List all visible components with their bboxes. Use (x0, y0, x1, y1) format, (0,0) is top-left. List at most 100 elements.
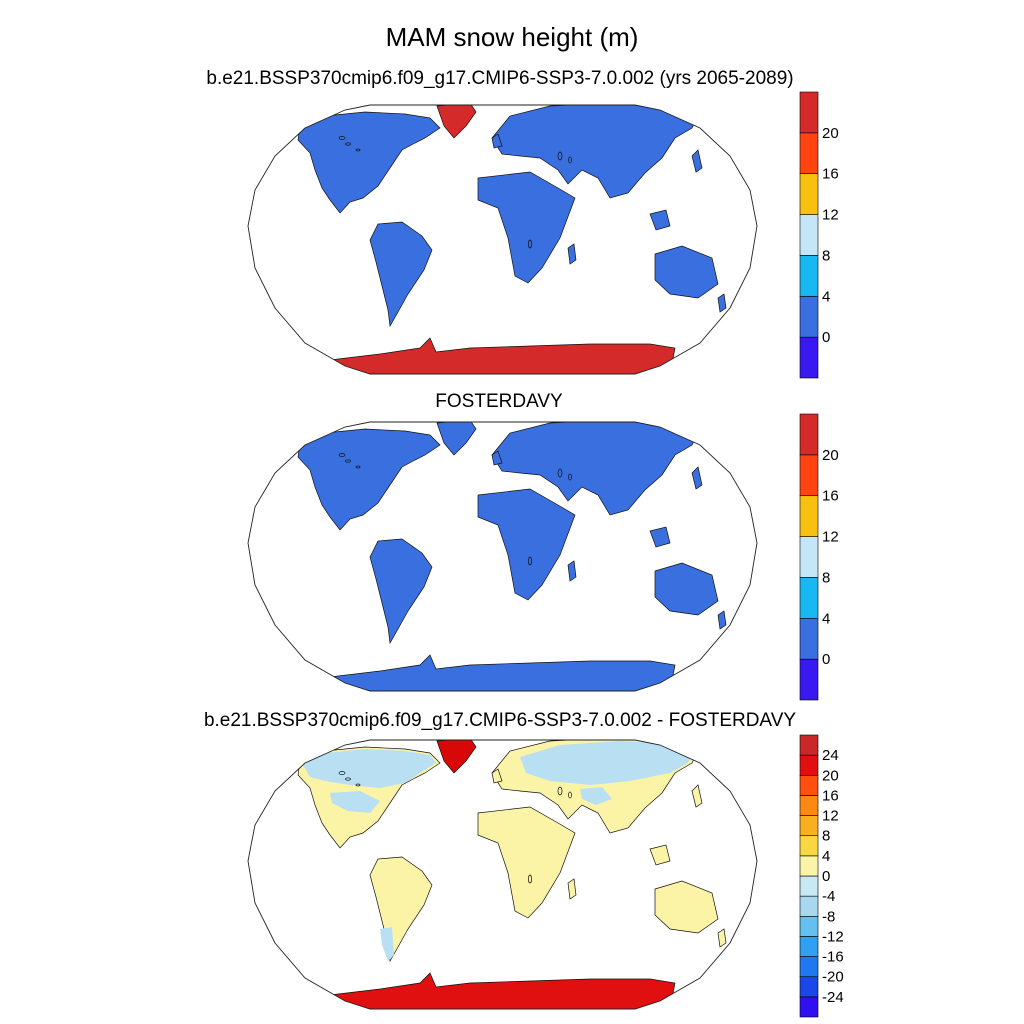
lake-outline (557, 151, 563, 161)
colorbar-tick-label: 8 (822, 828, 830, 845)
colorbar-tick-label: -16 (822, 949, 844, 966)
colorbar-tick-label: -8 (822, 908, 835, 925)
australia-region (654, 245, 719, 299)
andes-snow-band (380, 927, 394, 961)
colorbar-tick-label: 16 (822, 166, 839, 183)
colorbar-swatch (799, 915, 819, 937)
colorbar-swatch (799, 577, 819, 619)
north-america-region (297, 428, 441, 531)
new-zealand-region (717, 928, 727, 948)
lake-outline (345, 142, 351, 146)
colorbar-swatch (799, 173, 819, 215)
colorbar-swatch (799, 413, 819, 456)
lake-outline (355, 148, 361, 152)
colorbar-tick-label: 4 (822, 848, 830, 865)
colorbar-swatch (799, 495, 819, 537)
colorbar-swatch (799, 895, 819, 917)
colorbar-tick-label: 20 (822, 447, 839, 464)
colorbar-swatch (799, 91, 819, 134)
antarctica-region (329, 337, 676, 374)
borneo-region (649, 209, 671, 231)
lake-outline (568, 156, 572, 164)
lake-outline (557, 468, 563, 478)
japan-region (691, 466, 703, 490)
lake-outline (568, 791, 572, 799)
uk-region (491, 133, 503, 149)
colorbar-tick-label: 12 (822, 529, 839, 546)
africa-region (477, 806, 576, 919)
colorbar-swatch (799, 815, 819, 837)
lake-outline (557, 786, 563, 796)
colorbar-tick-label: 4 (822, 610, 830, 627)
panel-2-map (247, 421, 758, 692)
colorbar-swatch (799, 734, 819, 756)
colorbar-swatch (799, 795, 819, 816)
lake-outline (528, 556, 532, 566)
lake-outline (338, 136, 346, 140)
japan-region (691, 784, 703, 808)
colorbar-swatch (799, 255, 819, 297)
lake-outline (528, 874, 532, 884)
panel-3-title: b.e21.BSSP370cmip6.f09_g17.CMIP6-SSP3-7.… (203, 710, 797, 731)
colorbar-swatch (799, 617, 819, 660)
madagascar-region (567, 878, 577, 900)
lake-outline (345, 459, 351, 463)
new-zealand-region (717, 293, 727, 313)
australia-region (654, 880, 719, 934)
colorbar-swatch (799, 956, 819, 978)
borneo-region (649, 844, 671, 866)
colorbar-tick-label: -20 (822, 969, 844, 986)
panel-2-title: FOSTERDAVY (435, 391, 563, 412)
greenland-region (436, 105, 477, 139)
panel-3-colorbar: -24 -20 -16 -12 -8 -4 0 4 8 12 16 20 24 (799, 734, 844, 1018)
colorbar-tick-label: 8 (822, 569, 830, 586)
colorbar-swatch (799, 996, 819, 1018)
north-america-east-snow-band (330, 791, 380, 813)
colorbar-tick-label: 24 (822, 747, 839, 764)
lake-outline (338, 453, 346, 457)
south-america-region (369, 538, 433, 645)
colorbar-tick-label: -24 (822, 989, 844, 1006)
colorbar-swatch (799, 132, 819, 175)
eurasia-region (491, 105, 701, 199)
map-frame (247, 421, 758, 692)
uk-region (491, 450, 503, 466)
colorbar-tick-label: 16 (822, 488, 839, 505)
japan-region (691, 149, 703, 173)
panel-2-colorbar: 0 4 8 12 16 20 (799, 413, 839, 701)
colorbar-swatch (799, 658, 819, 701)
colorbar-tick-label: 0 (822, 868, 830, 885)
south-america-region (369, 221, 433, 328)
madagascar-region (567, 560, 577, 582)
colorbar-swatch (799, 976, 819, 998)
australia-region (654, 562, 719, 616)
colorbar-tick-label: 20 (822, 125, 839, 142)
madagascar-region (567, 243, 577, 265)
greenland-region (436, 740, 477, 774)
colorbar-tick-label: -12 (822, 928, 844, 945)
colorbar-swatch (799, 835, 819, 857)
colorbar-tick-label: 8 (822, 247, 830, 264)
lake-outline (355, 465, 361, 469)
panel-1-title: b.e21.BSSP370cmip6.f09_g17.CMIP6-SSP3-7.… (206, 68, 794, 89)
eurasia-region (491, 422, 701, 516)
colorbar-tick-label: 12 (822, 808, 839, 825)
colorbar-tick-label: 20 (822, 767, 839, 784)
colorbar-swatch (799, 754, 819, 776)
panel-3-map (247, 739, 758, 1010)
lake-outline (528, 239, 532, 249)
colorbar-tick-label: 0 (822, 651, 830, 668)
colorbar-swatch (799, 875, 819, 897)
antarctica-region (329, 654, 676, 691)
africa-region (477, 488, 576, 601)
africa-region (477, 171, 576, 284)
map-frame (247, 739, 758, 1010)
uk-region (491, 768, 503, 784)
colorbar-tick-label: 16 (822, 787, 839, 804)
borneo-region (649, 526, 671, 548)
lake-outline (345, 777, 351, 781)
colorbar-tick-label: 4 (822, 288, 830, 305)
panel-1-map (247, 104, 758, 375)
north-america-region (297, 111, 441, 214)
panel-1-colorbar: 0 4 8 12 16 20 (799, 91, 839, 379)
